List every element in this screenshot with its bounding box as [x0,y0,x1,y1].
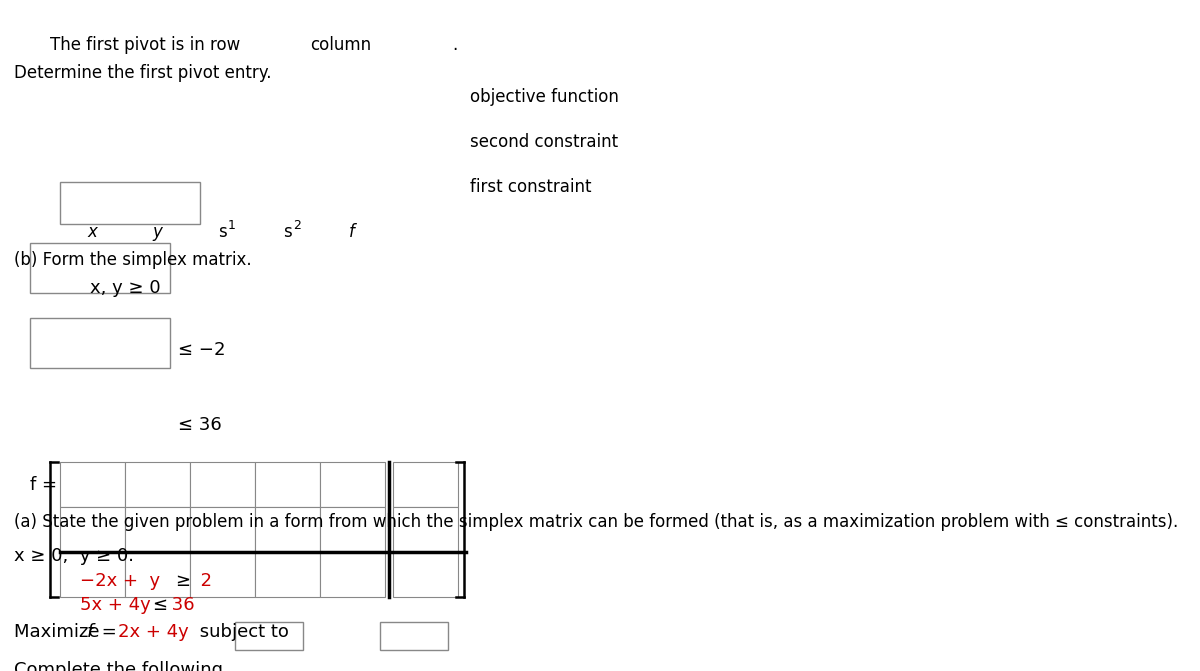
Bar [320,462,385,507]
Text: first constraint: first constraint [470,178,592,196]
Bar [125,462,190,507]
Text: 2: 2 [293,219,301,232]
Bar [30,243,170,293]
Text: The first pivot is in row: The first pivot is in row [50,36,240,54]
Text: y: y [152,223,162,241]
Bar [394,552,458,597]
Text: .: . [452,36,457,54]
Text: −2x +  y: −2x + y [80,572,166,590]
Text: Maximize: Maximize [14,623,106,641]
Text: 2: 2 [190,572,212,590]
Text: Complete the following.: Complete the following. [14,661,229,671]
Bar [190,507,256,552]
Bar [125,507,190,552]
Text: f =: f = [30,476,58,494]
Text: ≤ −2: ≤ −2 [178,341,226,359]
Bar [190,462,256,507]
Text: subject to: subject to [194,623,289,641]
Text: (a) State the given problem in a form from which the simplex matrix can be forme: (a) State the given problem in a form fr… [14,513,1178,531]
Bar [60,182,200,224]
Bar [30,318,170,368]
Text: ≤: ≤ [152,596,167,614]
Text: ≥: ≥ [175,572,190,590]
Text: ≤ 36: ≤ 36 [178,416,222,434]
Bar [394,507,458,552]
Text: Determine the first pivot entry.: Determine the first pivot entry. [14,64,271,82]
Text: 5x + 4y: 5x + 4y [80,596,156,614]
Text: f: f [349,223,355,241]
Text: x, y ≥ 0: x, y ≥ 0 [90,279,161,297]
Bar [256,552,320,597]
Text: 2x + 4y: 2x + 4y [118,623,188,641]
Text: s: s [218,223,227,241]
Text: s: s [283,223,292,241]
Bar [380,622,448,650]
Text: second constraint: second constraint [470,133,618,151]
Bar [320,507,385,552]
Text: x: x [88,223,97,241]
Text: (b) Form the simplex matrix.: (b) Form the simplex matrix. [14,251,252,269]
Bar [235,622,302,650]
Text: column: column [310,36,371,54]
Text: 36: 36 [166,596,194,614]
Bar [320,552,385,597]
Bar [256,507,320,552]
Bar [256,462,320,507]
Bar [60,462,125,507]
Text: f: f [88,623,94,641]
Bar [394,462,458,507]
Bar [125,552,190,597]
Text: 1: 1 [228,219,236,232]
Bar [60,507,125,552]
Text: =: = [96,623,122,641]
Bar [190,552,256,597]
Text: objective function: objective function [470,88,619,106]
Text: x ≥ 0,  y ≥ 0.: x ≥ 0, y ≥ 0. [14,547,134,565]
Bar [60,552,125,597]
